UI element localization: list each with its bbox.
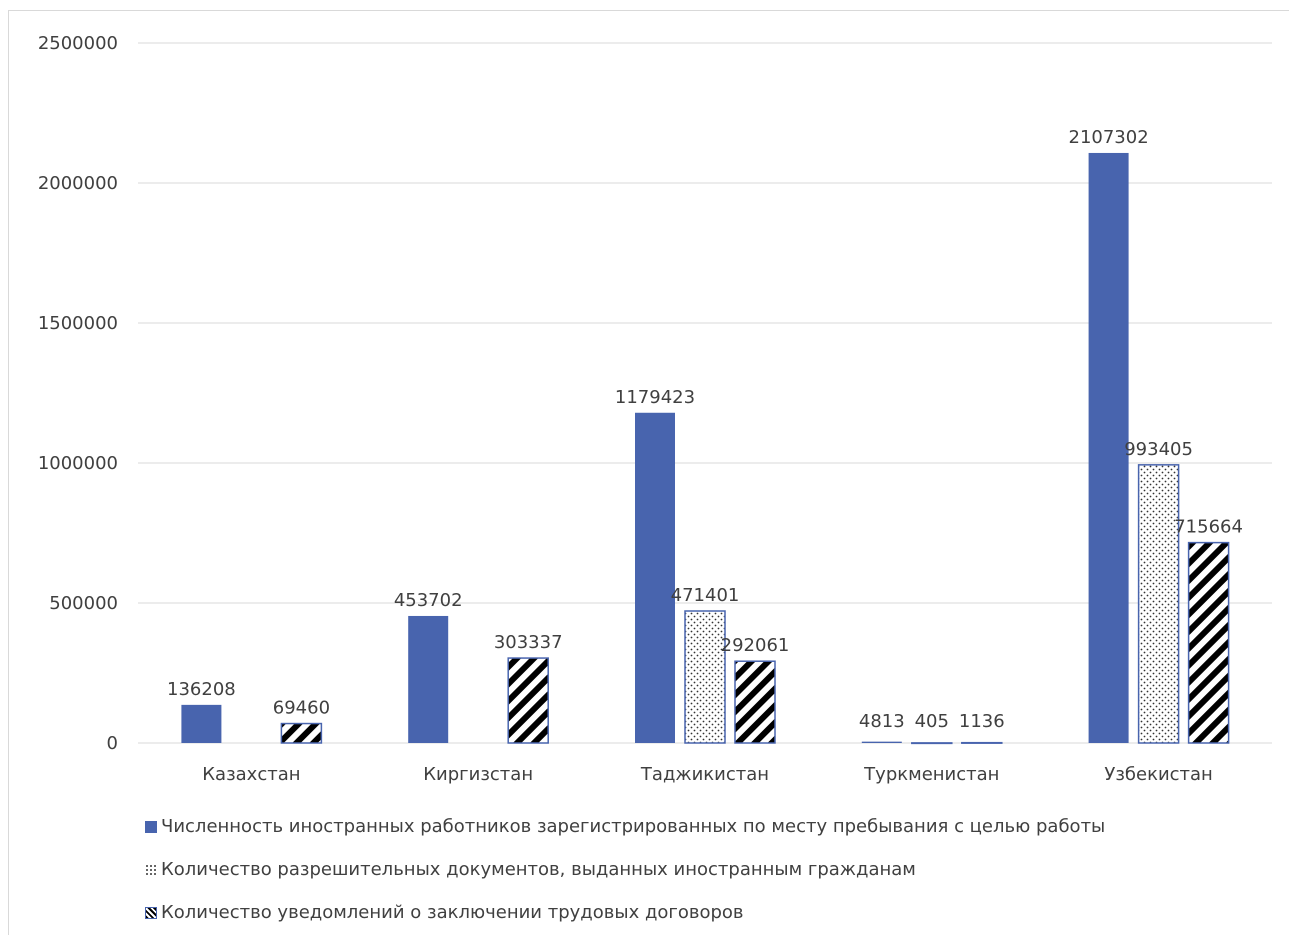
legend-swatch-diagonal-icon xyxy=(145,906,157,919)
data-label: 715664 xyxy=(1174,517,1243,538)
bar-series-1 xyxy=(911,742,953,745)
legend-swatch-dots-icon xyxy=(145,863,157,876)
data-label: 405 xyxy=(915,711,949,732)
bar-series-0 xyxy=(635,412,675,743)
bar-series-1 xyxy=(1137,464,1180,744)
x-category-label: Узбекистан xyxy=(1104,764,1212,785)
data-labels: 136208 69460 453702 303337 1179423 471401 2920… xyxy=(167,127,1243,732)
legend-item-contract-notifications: Количество уведомлений о заключении труд… xyxy=(145,902,744,923)
bar-series-0 xyxy=(861,741,902,743)
data-label: 453702 xyxy=(394,590,463,611)
bar-series-2 xyxy=(961,741,1003,744)
x-axis-categories: Казахстан Киргизстан Таджикистан Туркменист… xyxy=(202,764,1213,785)
bar-series-0 xyxy=(1088,152,1129,743)
legend-item-registered-workers: Численность иностранных работников зарег… xyxy=(145,816,1105,837)
y-tick-label: 500000 xyxy=(49,593,118,614)
x-category-label: Таджикистан xyxy=(640,764,769,785)
bar-series-0 xyxy=(181,704,222,743)
chart-frame xyxy=(8,10,1289,935)
bar-series-2 xyxy=(734,660,776,744)
y-tick-label: 1000000 xyxy=(38,453,118,474)
data-label: 471401 xyxy=(671,585,740,606)
data-label: 4813 xyxy=(859,711,905,732)
x-category-label: Киргизстан xyxy=(423,764,533,785)
data-label: 136208 xyxy=(167,679,236,700)
legend-label: Количество уведомлений о заключении труд… xyxy=(161,902,744,923)
x-category-label: Туркменистан xyxy=(863,764,999,785)
data-label: 303337 xyxy=(494,632,563,653)
bar-series-2 xyxy=(1187,541,1230,744)
data-label: 2107302 xyxy=(1069,127,1149,148)
y-tick-label: 2000000 xyxy=(38,173,118,194)
data-label: 69460 xyxy=(273,698,330,719)
x-category-label: Казахстан xyxy=(202,764,300,785)
data-label: 292061 xyxy=(721,635,790,656)
y-tick-label: 1500000 xyxy=(38,313,118,334)
bar-series-1 xyxy=(684,610,726,744)
y-tick-label: 2500000 xyxy=(38,33,118,54)
y-axis-ticks: 0 500000 1000000 1500000 2000000 2500000 xyxy=(38,33,118,754)
bars xyxy=(181,152,1230,745)
legend-label: Численность иностранных работников зарег… xyxy=(161,816,1106,837)
y-tick-label: 0 xyxy=(107,733,118,754)
bar-series-2 xyxy=(507,657,549,744)
legend-swatch-solid-icon xyxy=(145,820,157,833)
data-label: 1179423 xyxy=(615,387,695,408)
bar-series-0 xyxy=(408,615,449,743)
legend-label: Количество разрешительных документов, вы… xyxy=(161,859,916,880)
data-label: 993405 xyxy=(1124,439,1193,460)
legend-item-permits: Количество разрешительных документов, вы… xyxy=(145,859,916,880)
data-label: 1136 xyxy=(959,711,1005,732)
bar-series-2 xyxy=(280,722,323,744)
